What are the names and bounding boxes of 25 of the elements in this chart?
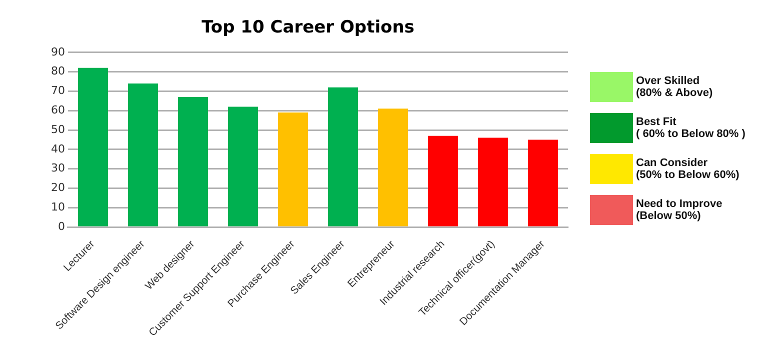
bar [278,112,308,226]
y-tick-label: 0 [58,220,65,233]
y-tick-label: 20 [50,181,65,194]
y-tick-label: 30 [50,162,65,175]
text: Over Skilled (80% & Above) [636,75,713,99]
y-tick-label: 50 [50,122,65,136]
y-tick-label: 10 [50,200,65,214]
bar [478,138,508,226]
bar [128,83,158,226]
chart-title: Top 10 Career Options [202,18,414,38]
bar [378,108,408,226]
bar [78,68,108,226]
y-tick-label: 90 [50,45,65,58]
y-tick-label: 40 [50,142,65,156]
bar [528,140,558,226]
text: Best Fit ( 60% to Below 80% ) [636,116,746,140]
text: Need to Improve (Below 50%) [636,198,722,222]
y-tick-label: 60 [50,103,65,116]
text: Can Consider (50% to Below 60%) [636,157,740,181]
y-tick-label: 70 [50,84,65,98]
y-tick-label: 80 [50,64,65,78]
bar [428,136,458,226]
bar [328,87,358,226]
bar [178,97,208,226]
bar [228,106,258,226]
